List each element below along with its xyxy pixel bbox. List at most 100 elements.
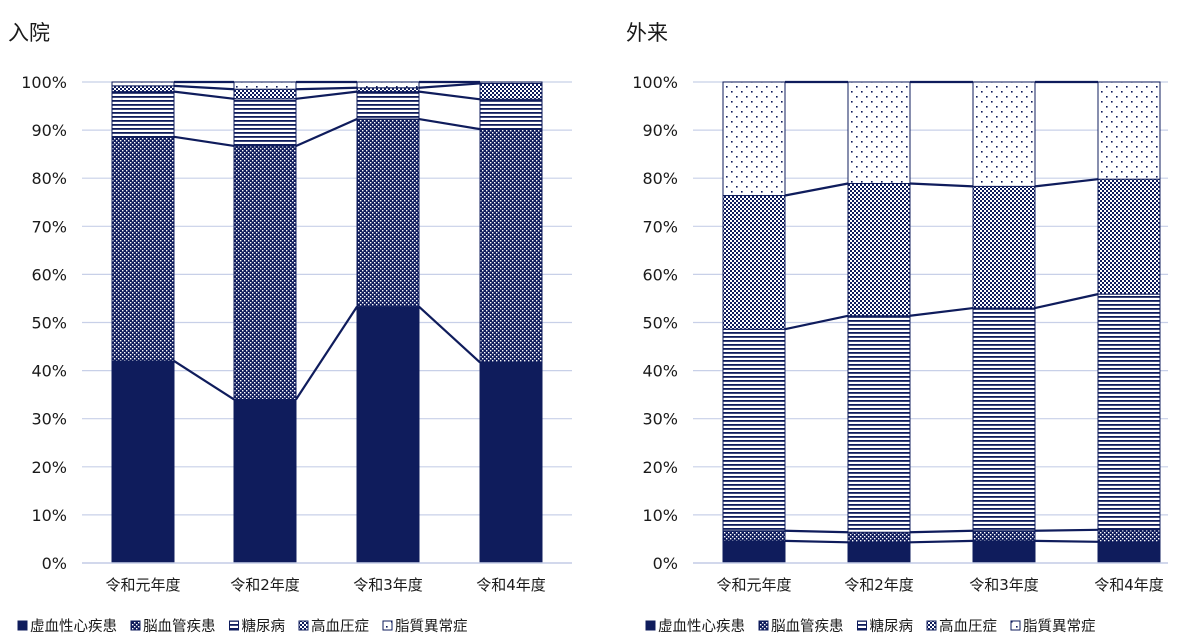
x-tick-label: 令和2年度 [844,576,914,594]
bar-segment [233,145,297,400]
bar-segment [1097,293,1161,531]
y-tick-label: 50% [642,314,678,333]
y-tick-label: 60% [642,265,678,284]
legend-label: 高血圧症 [939,618,997,635]
bar-segment [722,195,786,330]
series-line [784,529,849,534]
bar-segment [972,185,1036,309]
series-line [784,182,849,197]
series-line [1034,178,1099,188]
y-tick-label: 90% [642,121,678,140]
x-tick-label: 令和2年度 [230,576,300,594]
legend-swatch [298,620,309,631]
bar-segment [233,81,297,90]
x-tick-label: 令和4年度 [1094,576,1164,594]
bar-segment [111,360,175,564]
bar-segment [111,85,175,93]
bar-segment [722,81,786,197]
series-line [173,360,235,401]
legend-label: 糖尿病 [242,618,286,635]
series-line [418,117,481,131]
bar-segment [356,118,420,308]
bar-segment [847,182,911,317]
series-line [173,84,235,91]
x-tick-label: 令和3年度 [969,576,1039,594]
y-tick-label: 50% [31,314,67,333]
series-line [909,539,974,544]
x-tick-label: 令和3年度 [353,576,423,594]
y-tick-label: 100% [21,73,67,92]
bar-segment [356,81,420,89]
bar-segment [1097,81,1161,180]
bar-segment [972,530,1036,542]
legend-label: 高血圧症 [311,618,369,635]
bar-segment [111,81,175,87]
legend-swatch [857,620,867,631]
legend-swatch [926,620,937,631]
y-tick-label: 40% [31,362,67,381]
bar-segment [847,81,911,184]
series-line [909,182,974,188]
y-tick-label: 60% [31,265,67,284]
legend-label: 脂質異常症 [395,617,468,635]
legend-swatch [645,620,656,631]
x-tick-label: 令和元年度 [105,576,180,594]
bar-segment [1097,541,1161,564]
chart-title: 入院 [8,21,50,45]
series-line [784,314,849,331]
series-line [295,90,358,100]
y-tick-label: 20% [31,458,67,477]
bar-segment [479,98,543,130]
bar-segment [233,88,297,100]
y-tick-label: 10% [642,506,678,525]
chart-2: 外来 0% 10% 20% 30% 40% 50% 60% 70% 80% 90% 100% 令和元年度… [626,21,1168,635]
legend-label: 脳血管疾患 [143,618,216,635]
x-tick-label: 令和4年度 [476,576,546,594]
y-tick-label: 10% [31,506,67,525]
series-line [418,305,481,364]
bar-segment [972,540,1036,564]
legend: 虚血性心疾患 脳血管疾患 糖尿病 高血圧症 脂質異常症 [17,617,468,635]
bar-segment [479,361,543,564]
legend-swatch [17,620,28,631]
bar-segment [722,328,786,532]
bar-segment [479,128,543,363]
series-line [173,135,235,148]
y-tick-label: 20% [642,458,678,477]
bar-segment [1097,529,1161,543]
x-tick-label: 令和元年度 [716,576,791,594]
legend-swatch [1010,620,1021,631]
bar-segment [479,81,543,84]
series-line [909,306,974,317]
y-tick-label: 70% [31,217,67,236]
legend-swatch [758,620,769,631]
y-tick-label: 30% [31,410,67,429]
y-tick-label: 30% [642,410,678,429]
series-line [909,529,974,534]
bar-segment [111,136,175,362]
bar-segment [233,98,297,147]
y-tick-label: 80% [31,169,67,188]
chart-1: 入院 0% 10% 20% 30% 40% 50% 60% 70% 80% 90% 100% 令和元年度… [8,21,572,635]
legend-swatch [130,620,141,631]
bar-segment [972,81,1036,187]
bar-segment [847,541,911,564]
bar-segment [847,315,911,533]
bar-segment [356,306,420,564]
legend-swatch [382,620,393,631]
y-tick-label: 100% [632,73,678,92]
legend-label: 虚血性心疾患 [658,618,745,635]
legend: 虚血性心疾患 脳血管疾患 糖尿病 高血圧症 脂質異常症 [645,617,1096,635]
bar-segment [972,307,1036,532]
series-line [1034,539,1099,543]
series-line [295,118,358,147]
bar-segment [1097,178,1161,295]
series-line [418,82,481,89]
series-line [295,306,358,401]
bar-segment [356,87,420,93]
series-line [784,539,849,544]
series-line [1034,293,1099,310]
bar-segment [722,530,786,542]
series-line [295,86,358,91]
legend-label: 脂質異常症 [1023,617,1096,635]
